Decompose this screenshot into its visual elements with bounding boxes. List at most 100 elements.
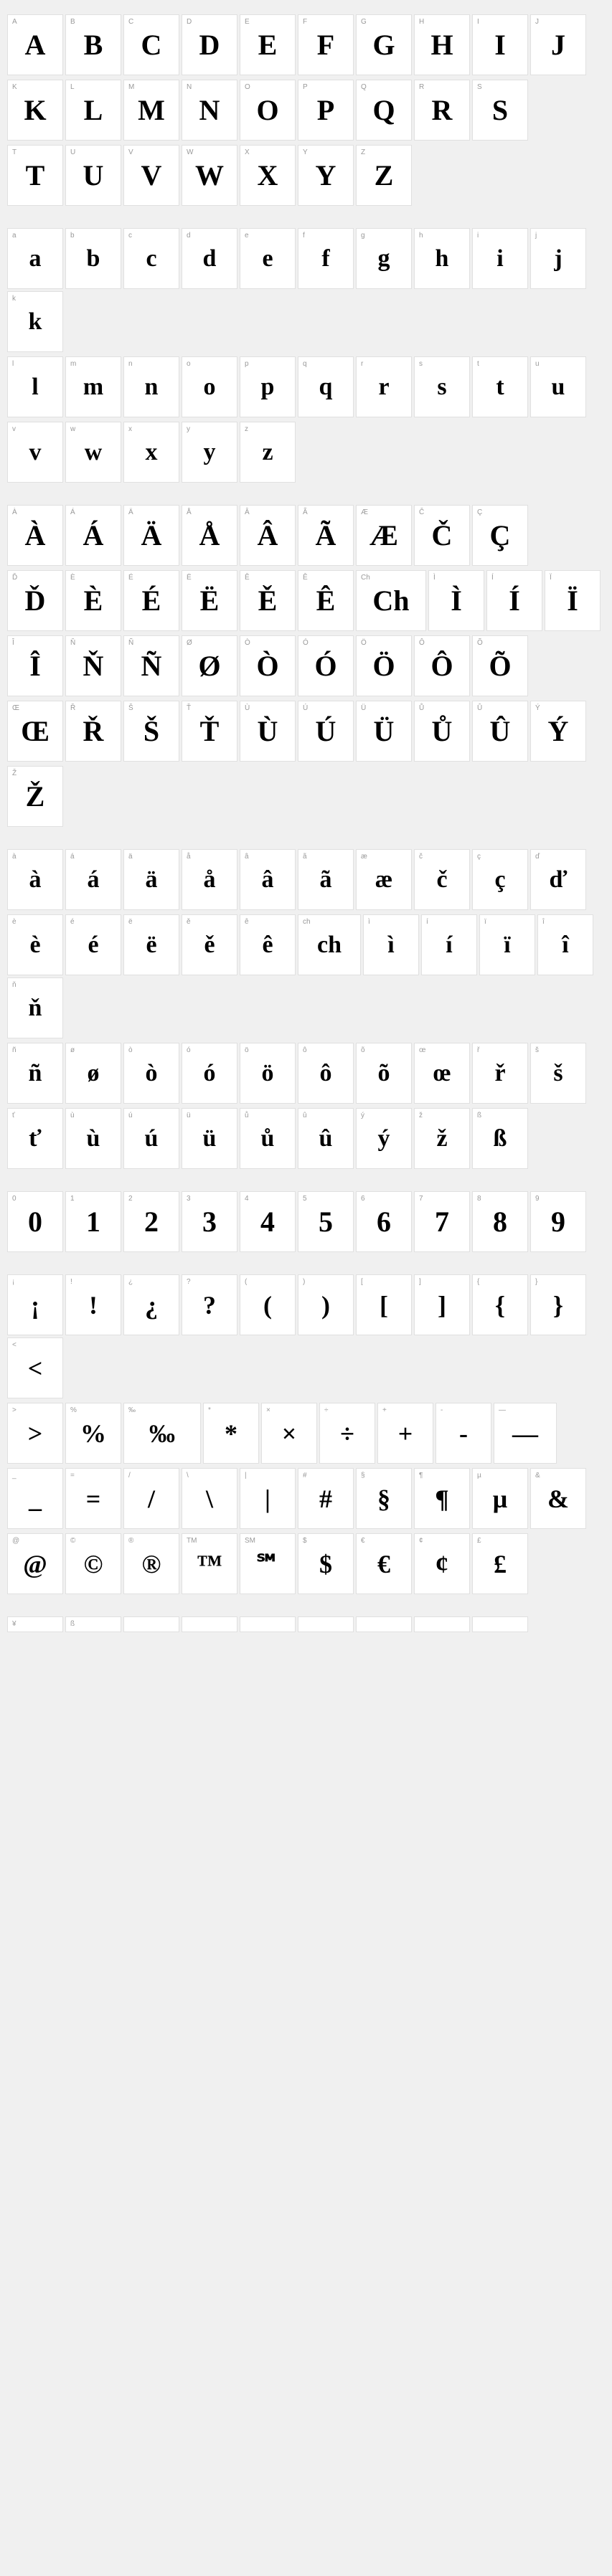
glyph-cell[interactable]: KK xyxy=(7,80,63,141)
glyph-cell[interactable]: RR xyxy=(414,80,470,141)
glyph-cell[interactable]: ŇŇ xyxy=(65,635,121,696)
glyph-cell[interactable]: 66 xyxy=(356,1191,412,1252)
glyph-cell[interactable] xyxy=(356,1616,412,1632)
glyph-cell[interactable]: ůů xyxy=(240,1108,296,1169)
glyph-cell[interactable]: ÓÓ xyxy=(298,635,354,696)
glyph-cell[interactable]: ïï xyxy=(479,914,535,975)
glyph-cell[interactable]: ÃÃ xyxy=(298,505,354,566)
glyph-cell[interactable]: ss xyxy=(414,356,470,417)
glyph-cell[interactable]: oo xyxy=(182,356,237,417)
glyph-cell[interactable]: ŒŒ xyxy=(7,701,63,762)
glyph-cell[interactable]: ¶¶ xyxy=(414,1468,470,1529)
glyph-cell[interactable]: ùù xyxy=(65,1108,121,1169)
glyph-cell[interactable]: ÔÔ xyxy=(414,635,470,696)
glyph-cell[interactable]: TM™ xyxy=(182,1533,237,1594)
glyph-cell[interactable]: MM xyxy=(123,80,179,141)
glyph-cell[interactable]: ÎÎ xyxy=(7,635,63,696)
glyph-cell[interactable]: ťť xyxy=(7,1108,63,1169)
glyph-cell[interactable]: 33 xyxy=(182,1191,237,1252)
glyph-cell[interactable] xyxy=(240,1616,296,1632)
glyph-cell[interactable]: ôô xyxy=(298,1043,354,1104)
glyph-cell[interactable]: ýý xyxy=(356,1108,412,1169)
glyph-cell[interactable]: ®® xyxy=(123,1533,179,1594)
glyph-cell[interactable]: òò xyxy=(123,1043,179,1104)
glyph-cell[interactable]: dd xyxy=(182,228,237,289)
glyph-cell[interactable]: €€ xyxy=(356,1533,412,1594)
glyph-cell[interactable]: üü xyxy=(182,1108,237,1169)
glyph-cell[interactable]: GG xyxy=(356,14,412,75)
glyph-cell[interactable]: èè xyxy=(7,914,63,975)
glyph-cell[interactable] xyxy=(414,1616,470,1632)
glyph-cell[interactable]: ÂÂ xyxy=(240,505,296,566)
glyph-cell[interactable]: ňň xyxy=(7,977,63,1038)
glyph-cell[interactable]: ÍÍ xyxy=(486,570,542,631)
glyph-cell[interactable]: ÆÆ xyxy=(356,505,412,566)
glyph-cell[interactable]: ÇÇ xyxy=(472,505,528,566)
glyph-cell[interactable]: QQ xyxy=(356,80,412,141)
glyph-cell[interactable]: ãã xyxy=(298,849,354,910)
glyph-cell[interactable]: ff xyxy=(298,228,354,289)
glyph-cell[interactable]: 99 xyxy=(530,1191,586,1252)
glyph-cell[interactable]: ØØ xyxy=(182,635,237,696)
glyph-cell[interactable]: ÕÕ xyxy=(472,635,528,696)
glyph-cell[interactable]: ÊÊ xyxy=(298,570,354,631)
glyph-cell[interactable]: TT xyxy=(7,145,63,206)
glyph-cell[interactable]: čč xyxy=(414,849,470,910)
glyph-cell[interactable]: cc xyxy=(123,228,179,289)
glyph-cell[interactable]: ¥ xyxy=(7,1616,63,1632)
glyph-cell[interactable]: $$ xyxy=(298,1533,354,1594)
glyph-cell[interactable]: õõ xyxy=(356,1043,412,1104)
glyph-cell[interactable]: ÀÀ xyxy=(7,505,63,566)
glyph-cell[interactable]: ŘŘ xyxy=(65,701,121,762)
glyph-cell[interactable]: BB xyxy=(65,14,121,75)
glyph-cell[interactable]: ÉÉ xyxy=(123,570,179,631)
glyph-cell[interactable]: HH xyxy=(414,14,470,75)
glyph-cell[interactable]: ++ xyxy=(377,1403,433,1464)
glyph-cell[interactable]: FF xyxy=(298,14,354,75)
glyph-cell[interactable]: xx xyxy=(123,422,179,483)
glyph-cell[interactable]: {{ xyxy=(472,1274,528,1335)
glyph-cell[interactable]: ěě xyxy=(182,914,237,975)
glyph-cell[interactable]: 22 xyxy=(123,1191,179,1252)
glyph-cell[interactable]: ÅÅ xyxy=(182,505,237,566)
glyph-cell[interactable]: !! xyxy=(65,1274,121,1335)
glyph-cell[interactable]: ‰‰ xyxy=(123,1403,201,1464)
glyph-cell[interactable]: }} xyxy=(530,1274,586,1335)
glyph-cell[interactable]: ĎĎ xyxy=(7,570,63,631)
glyph-cell[interactable]: 11 xyxy=(65,1191,121,1252)
glyph-cell[interactable]: -- xyxy=(436,1403,491,1464)
glyph-cell[interactable]: §§ xyxy=(356,1468,412,1529)
glyph-cell[interactable]: ûû xyxy=(298,1108,354,1169)
glyph-cell[interactable]: ĚĚ xyxy=(240,570,296,631)
glyph-cell[interactable]: >> xyxy=(7,1403,63,1464)
glyph-cell[interactable]: ß xyxy=(65,1616,121,1632)
glyph-cell[interactable]: CC xyxy=(123,14,179,75)
glyph-cell[interactable]: µµ xyxy=(472,1468,528,1529)
glyph-cell[interactable]: SM℠ xyxy=(240,1533,296,1594)
glyph-cell[interactable]: II xyxy=(472,14,528,75)
glyph-cell[interactable]: ÁÁ xyxy=(65,505,121,566)
glyph-cell[interactable]: ŤŤ xyxy=(182,701,237,762)
glyph-cell[interactable]: SS xyxy=(472,80,528,141)
glyph-cell[interactable]: gg xyxy=(356,228,412,289)
glyph-cell[interactable]: && xyxy=(530,1468,586,1529)
glyph-cell[interactable]: ll xyxy=(7,356,63,417)
glyph-cell[interactable]: ŮŮ xyxy=(414,701,470,762)
glyph-cell[interactable]: œœ xyxy=(414,1043,470,1104)
glyph-cell[interactable] xyxy=(298,1616,354,1632)
glyph-cell[interactable]: ÌÌ xyxy=(428,570,484,631)
glyph-cell[interactable]: LL xyxy=(65,80,121,141)
glyph-cell[interactable]: __ xyxy=(7,1468,63,1529)
glyph-cell[interactable]: OO xyxy=(240,80,296,141)
glyph-cell[interactable]: ÖÖ xyxy=(356,635,412,696)
glyph-cell[interactable]: ×× xyxy=(261,1403,317,1464)
glyph-cell[interactable]: 00 xyxy=(7,1191,63,1252)
glyph-cell[interactable]: // xyxy=(123,1468,179,1529)
glyph-cell[interactable] xyxy=(123,1616,179,1632)
glyph-cell[interactable]: NN xyxy=(182,80,237,141)
glyph-cell[interactable]: DD xyxy=(182,14,237,75)
glyph-cell[interactable]: uu xyxy=(530,356,586,417)
glyph-cell[interactable]: žž xyxy=(414,1108,470,1169)
glyph-cell[interactable]: ČČ xyxy=(414,505,470,566)
glyph-cell[interactable]: AA xyxy=(7,14,63,75)
